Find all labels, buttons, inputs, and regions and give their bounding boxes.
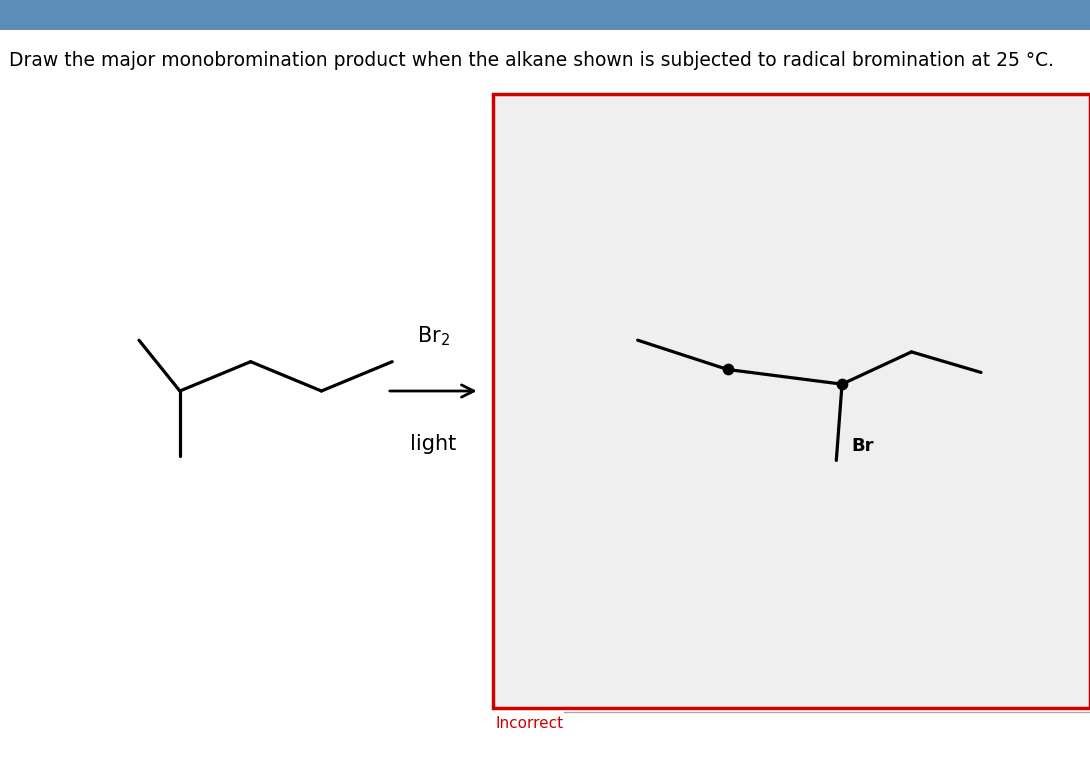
Point	[719, 363, 737, 375]
Bar	[0, 0, 1090, 30]
Text: Br$_2$: Br$_2$	[416, 325, 450, 348]
Bar	[493, 94, 1090, 708]
Text: Br: Br	[852, 437, 874, 455]
Text: Incorrect: Incorrect	[496, 716, 565, 730]
Point	[834, 378, 851, 390]
Text: Draw the major monobromination product when the alkane shown is subjected to rad: Draw the major monobromination product w…	[9, 51, 1054, 70]
Text: light: light	[410, 434, 457, 454]
